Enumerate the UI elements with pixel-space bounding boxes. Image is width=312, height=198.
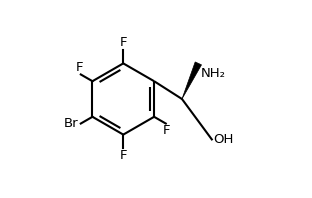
Text: Br: Br xyxy=(64,117,79,130)
Text: OH: OH xyxy=(213,133,234,146)
Text: NH₂: NH₂ xyxy=(200,67,225,80)
Polygon shape xyxy=(182,62,202,99)
Text: F: F xyxy=(119,149,127,162)
Text: F: F xyxy=(76,61,84,73)
Text: F: F xyxy=(163,125,170,137)
Text: F: F xyxy=(119,36,127,49)
